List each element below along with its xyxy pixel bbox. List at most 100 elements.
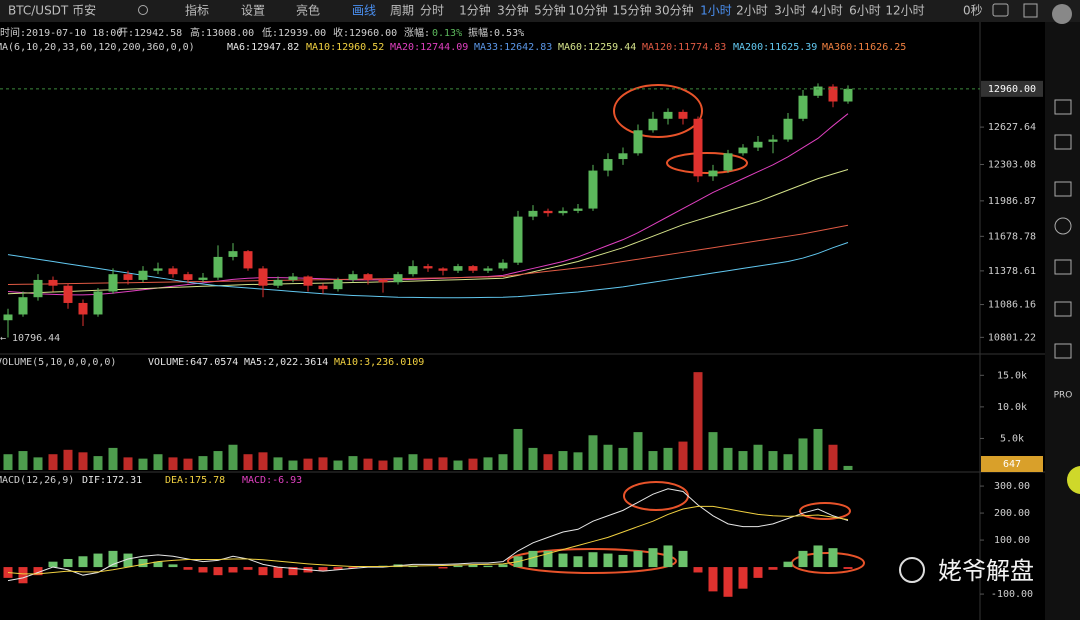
volume-bar — [153, 454, 163, 470]
macd-bar — [468, 564, 478, 568]
candle-body — [123, 274, 133, 280]
macd-bar — [123, 553, 133, 568]
sidebar-icon[interactable] — [1054, 134, 1072, 150]
period-option[interactable]: 3分钟 — [497, 3, 529, 18]
y-tick-label: 10801.22 — [988, 332, 1036, 343]
pro-button[interactable]: PRO — [1054, 391, 1073, 401]
volume-bar — [288, 460, 298, 470]
macd-bar — [258, 567, 268, 576]
volume-bar — [813, 428, 823, 470]
candle-body — [168, 268, 178, 275]
macd-bar — [333, 567, 343, 570]
period-option[interactable]: 15分钟 — [612, 3, 651, 18]
volume-bar — [798, 438, 808, 470]
candle-body — [573, 208, 583, 211]
y-tick-label: 11378.61 — [988, 266, 1036, 277]
symbol[interactable]: BTC/USDT 币安 — [8, 3, 96, 18]
volume-bar — [183, 458, 193, 470]
volume-bar — [453, 460, 463, 470]
macd-bar — [348, 567, 358, 569]
y-tick-label: 300.00 — [994, 481, 1030, 492]
sidebar-icon[interactable] — [1054, 343, 1072, 359]
period-option[interactable]: 5分钟 — [534, 3, 566, 18]
toolbar — [0, 0, 1080, 22]
volume-bar — [603, 444, 613, 470]
macd-bar — [318, 567, 328, 572]
candle-body — [453, 266, 463, 271]
candle-body — [363, 274, 373, 280]
fullscreen-icon[interactable] — [1023, 3, 1038, 18]
macd-bar — [213, 567, 223, 576]
period-option[interactable]: 1分钟 — [459, 3, 491, 18]
period-option[interactable]: 2小时 — [736, 4, 768, 18]
macd-bar — [78, 556, 88, 568]
macd-bar — [168, 564, 178, 568]
search-icon[interactable] — [138, 5, 148, 15]
period-button[interactable]: 周期 — [390, 4, 414, 18]
y-tick-label: 15.0k — [997, 370, 1027, 381]
candle-body — [663, 111, 673, 119]
settings-button[interactable]: 设置 — [241, 4, 265, 18]
y-tick-label: 11678.78 — [988, 231, 1036, 242]
camera-icon[interactable] — [992, 3, 1009, 17]
watermark-logo — [899, 557, 925, 583]
legend-entry: MA33:12642.83 — [474, 42, 552, 53]
candle-body — [843, 88, 853, 102]
avatar[interactable] — [1052, 4, 1072, 24]
legend-title: MA(6,10,20,33,60,120,200,360,0,0) — [0, 42, 195, 53]
volume-bar — [738, 451, 748, 470]
legend-title: VOLUME(5,10,0,0,0,0) — [0, 357, 116, 368]
period-option[interactable]: 10分钟 — [568, 3, 607, 18]
volume-bar — [573, 452, 583, 470]
y-tick-label: 12627.64 — [988, 122, 1036, 133]
candle-body — [408, 266, 418, 275]
candle-body — [243, 251, 253, 269]
macd-bar — [48, 561, 58, 568]
info-close: 收:12960.00 — [333, 26, 397, 39]
sidebar-icon[interactable] — [1054, 259, 1072, 275]
volume-bar — [588, 435, 598, 470]
y-tick-label: 12303.08 — [988, 159, 1036, 170]
candle-body — [693, 118, 703, 177]
macd-bar — [93, 553, 103, 568]
volume-bar — [843, 465, 853, 470]
low-note: ← 10796.44 — [0, 333, 60, 344]
candle-body — [393, 274, 403, 283]
candle-body — [93, 291, 103, 315]
sidebar-icon[interactable] — [1054, 301, 1072, 317]
macd-bar — [768, 567, 778, 570]
period-option[interactable]: 30分钟 — [654, 3, 693, 18]
annotation-circle — [613, 84, 703, 138]
candle-body — [783, 118, 793, 140]
period-option[interactable]: 6小时 — [849, 4, 881, 18]
y-tick-label: 11086.16 — [988, 300, 1036, 311]
theme-button[interactable]: 亮色 — [296, 3, 320, 18]
volume-bar — [393, 457, 403, 470]
candle-body — [3, 314, 13, 321]
indicators-button[interactable]: 指标 — [185, 3, 209, 18]
legend-entry: MA20:12744.09 — [390, 42, 468, 53]
period-option[interactable]: 12小时 — [885, 4, 924, 18]
candle-body — [738, 147, 748, 154]
fab[interactable] — [1067, 466, 1080, 494]
period-option[interactable]: 1小时 — [700, 4, 732, 18]
draw-button[interactable]: 画线 — [352, 4, 376, 18]
period-option[interactable]: 4小时 — [811, 4, 843, 18]
candle-body — [723, 153, 733, 171]
candle-body — [333, 279, 343, 290]
sidebar-icon[interactable] — [1054, 217, 1072, 235]
candle-body — [198, 277, 208, 280]
candle-body — [138, 270, 148, 280]
volume-bar — [543, 454, 553, 470]
sidebar-icon[interactable] — [1054, 99, 1072, 115]
legend-entry: MA60:12259.44 — [558, 42, 636, 53]
current-price-box — [981, 80, 1043, 97]
ma-line — [7, 242, 849, 299]
volume-bar — [363, 458, 373, 470]
period-option[interactable]: 分时 — [420, 4, 444, 18]
macd-bar — [708, 567, 718, 592]
macd-bar — [33, 567, 43, 576]
volume-bar — [318, 457, 328, 470]
sidebar-icon[interactable] — [1054, 181, 1072, 197]
period-option[interactable]: 3小时 — [774, 4, 806, 18]
